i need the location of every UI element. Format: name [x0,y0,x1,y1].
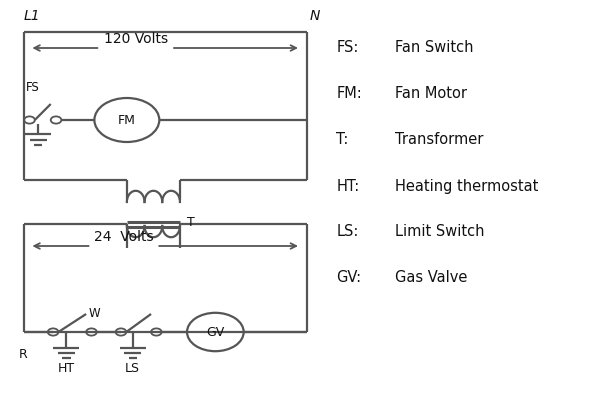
Text: FS:: FS: [336,40,359,56]
Text: Limit Switch: Limit Switch [395,224,485,240]
Text: FS: FS [25,81,40,94]
Text: W: W [88,307,100,320]
Text: HT:: HT: [336,178,359,194]
Text: Transformer: Transformer [395,132,484,148]
Text: HT: HT [58,362,75,374]
Text: R: R [19,348,28,360]
Text: T: T [187,216,195,228]
Text: GV: GV [206,326,224,338]
Text: LS: LS [125,362,140,374]
Text: GV:: GV: [336,270,362,286]
Text: Fan Switch: Fan Switch [395,40,474,56]
Text: Gas Valve: Gas Valve [395,270,468,286]
Text: FM: FM [118,114,136,126]
Text: Fan Motor: Fan Motor [395,86,467,102]
Text: 24  Volts: 24 Volts [94,230,154,244]
Text: L1: L1 [24,9,40,23]
Text: 120 Volts: 120 Volts [104,32,168,46]
Text: LS:: LS: [336,224,359,240]
Text: FM:: FM: [336,86,362,102]
Text: T:: T: [336,132,349,148]
Text: N: N [310,9,320,23]
Text: Heating thermostat: Heating thermostat [395,178,539,194]
